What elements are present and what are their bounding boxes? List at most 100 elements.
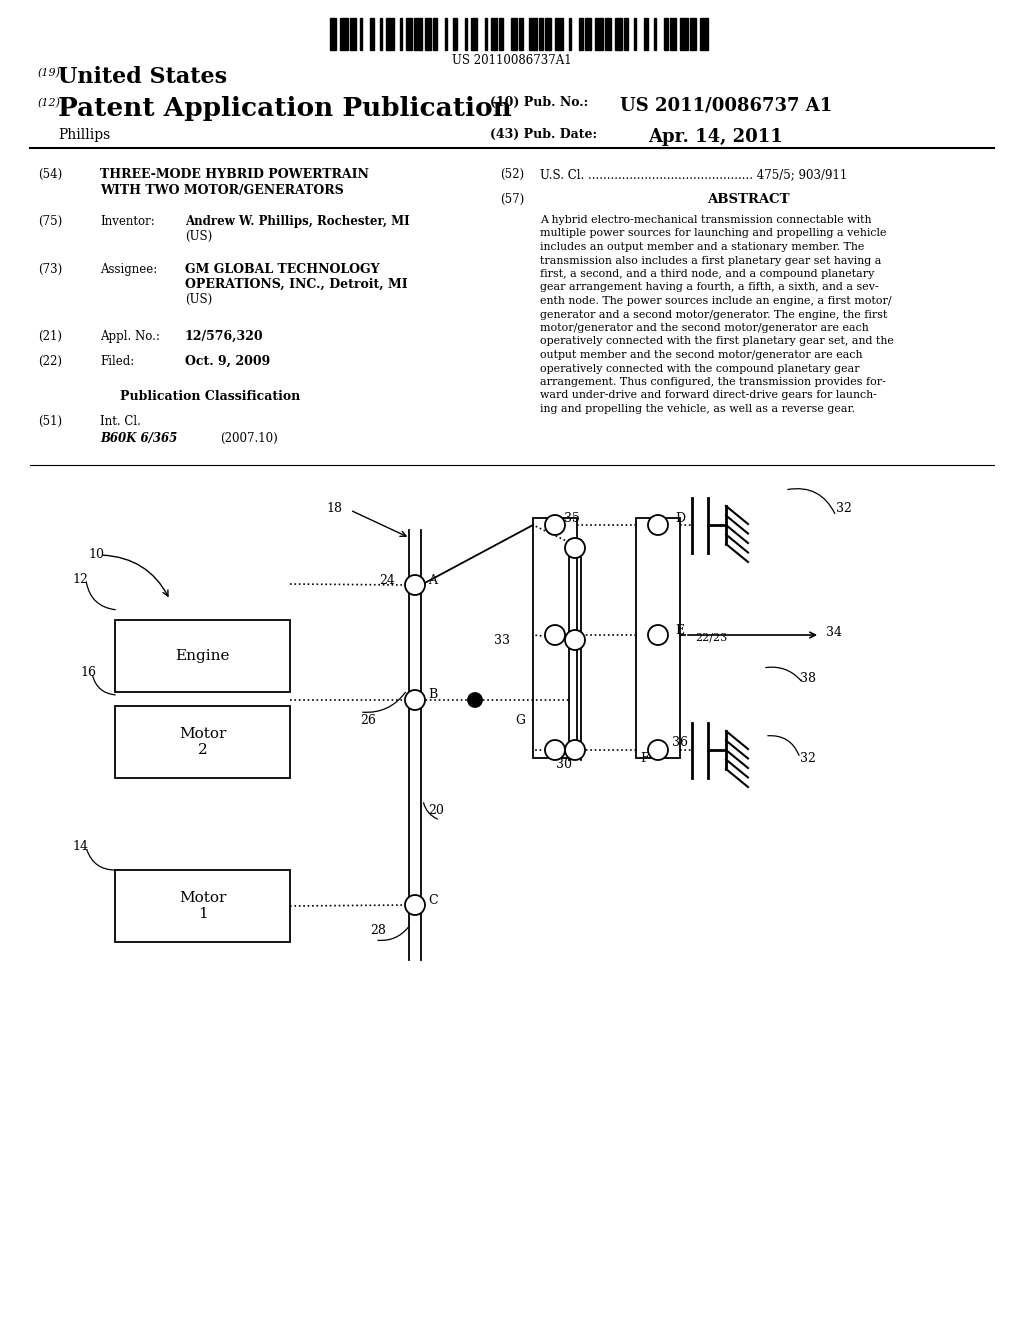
Bar <box>414 18 422 50</box>
Text: Patent Application Publication: Patent Application Publication <box>58 96 512 121</box>
Text: (2007.10): (2007.10) <box>220 432 278 445</box>
Circle shape <box>648 624 668 645</box>
Bar <box>700 18 708 50</box>
Text: 33: 33 <box>494 634 510 647</box>
Text: 35: 35 <box>564 512 580 525</box>
Text: ABSTRACT: ABSTRACT <box>707 193 790 206</box>
Bar <box>585 18 591 50</box>
Circle shape <box>565 630 585 649</box>
Text: 28: 28 <box>370 924 386 936</box>
Text: 22/23: 22/23 <box>695 634 727 643</box>
Text: Andrew W. Phillips, Rochester, MI: Andrew W. Phillips, Rochester, MI <box>185 215 410 228</box>
Text: (10) Pub. No.:: (10) Pub. No.: <box>490 96 588 110</box>
Circle shape <box>406 690 425 710</box>
Text: includes an output member and a stationary member. The: includes an output member and a stationa… <box>540 242 864 252</box>
Text: 12: 12 <box>72 573 88 586</box>
Bar <box>545 18 551 50</box>
Bar <box>529 18 537 50</box>
Text: 34: 34 <box>826 626 842 639</box>
Bar <box>635 18 636 50</box>
Text: 32: 32 <box>836 502 852 515</box>
Circle shape <box>545 624 565 645</box>
Circle shape <box>406 576 425 595</box>
Text: Apr. 14, 2011: Apr. 14, 2011 <box>648 128 782 147</box>
Bar <box>614 18 623 50</box>
Text: 18: 18 <box>326 502 342 515</box>
Text: Phillips: Phillips <box>58 128 111 143</box>
Bar <box>555 18 563 50</box>
Circle shape <box>565 741 585 760</box>
Bar <box>568 18 570 50</box>
Text: Motor: Motor <box>179 727 226 741</box>
Bar <box>636 517 680 758</box>
Text: Oct. 9, 2009: Oct. 9, 2009 <box>185 355 270 368</box>
Bar <box>115 870 290 942</box>
Text: 14: 14 <box>72 840 88 853</box>
Bar <box>665 18 669 50</box>
Text: (12): (12) <box>38 98 61 108</box>
Text: B60K 6/365: B60K 6/365 <box>100 432 177 445</box>
Text: US 20110086737A1: US 20110086737A1 <box>453 54 571 67</box>
Bar <box>671 18 676 50</box>
Text: gear arrangement having a fourth, a fifth, a sixth, and a sev-: gear arrangement having a fourth, a fift… <box>540 282 879 293</box>
Circle shape <box>648 515 668 535</box>
Text: (54): (54) <box>38 168 62 181</box>
Text: C: C <box>428 894 437 907</box>
Bar <box>380 18 382 50</box>
Text: E: E <box>675 623 684 636</box>
Circle shape <box>468 693 482 708</box>
Text: Appl. No.:: Appl. No.: <box>100 330 160 343</box>
Bar <box>485 18 487 50</box>
Text: F: F <box>640 751 648 764</box>
Text: A: A <box>428 573 437 586</box>
Text: ward under-drive and forward direct-drive gears for launch-: ward under-drive and forward direct-driv… <box>540 391 877 400</box>
Text: THREE-MODE HYBRID POWERTRAIN: THREE-MODE HYBRID POWERTRAIN <box>100 168 369 181</box>
Text: (73): (73) <box>38 263 62 276</box>
Text: D: D <box>675 512 685 525</box>
Text: U.S. Cl. ............................................ 475/5; 903/911: U.S. Cl. ...............................… <box>540 168 847 181</box>
Bar <box>499 18 503 50</box>
Bar <box>115 706 290 777</box>
Bar <box>406 18 412 50</box>
Text: (57): (57) <box>500 193 524 206</box>
Text: Publication Classification: Publication Classification <box>120 389 300 403</box>
Text: 1: 1 <box>198 907 208 921</box>
Text: Motor: Motor <box>179 891 226 906</box>
Circle shape <box>648 741 668 760</box>
Text: arrangement. Thus configured, the transmission provides for-: arrangement. Thus configured, the transm… <box>540 378 886 387</box>
Text: United States: United States <box>58 66 227 88</box>
Bar <box>115 620 290 692</box>
Text: WITH TWO MOTOR/GENERATORS: WITH TWO MOTOR/GENERATORS <box>100 183 344 197</box>
Text: (US): (US) <box>185 230 212 243</box>
Bar <box>595 18 602 50</box>
Bar <box>399 18 401 50</box>
Bar <box>539 18 543 50</box>
Text: US 2011/0086737 A1: US 2011/0086737 A1 <box>620 96 833 114</box>
Bar <box>370 18 374 50</box>
Circle shape <box>406 895 425 915</box>
Bar <box>426 18 431 50</box>
Text: GM GLOBAL TECHNOLOGY: GM GLOBAL TECHNOLOGY <box>185 263 380 276</box>
Bar <box>492 18 497 50</box>
Bar <box>465 18 467 50</box>
Text: ing and propelling the vehicle, as well as a reverse gear.: ing and propelling the vehicle, as well … <box>540 404 855 414</box>
Text: 24: 24 <box>379 573 395 586</box>
Bar <box>454 18 458 50</box>
Text: 16: 16 <box>80 667 96 678</box>
Bar <box>579 18 583 50</box>
Bar <box>654 18 656 50</box>
Text: B: B <box>428 688 437 701</box>
Bar <box>471 18 477 50</box>
Bar <box>340 18 348 50</box>
Text: 2: 2 <box>198 743 208 756</box>
Bar <box>519 18 523 50</box>
Bar <box>511 18 517 50</box>
Text: Filed:: Filed: <box>100 355 134 368</box>
Text: Assignee:: Assignee: <box>100 263 158 276</box>
Text: 10: 10 <box>88 548 104 561</box>
Bar <box>534 517 577 758</box>
Bar <box>604 18 610 50</box>
Text: (21): (21) <box>38 330 62 343</box>
Bar <box>690 18 696 50</box>
Text: motor/generator and the second motor/generator are each: motor/generator and the second motor/gen… <box>540 323 868 333</box>
